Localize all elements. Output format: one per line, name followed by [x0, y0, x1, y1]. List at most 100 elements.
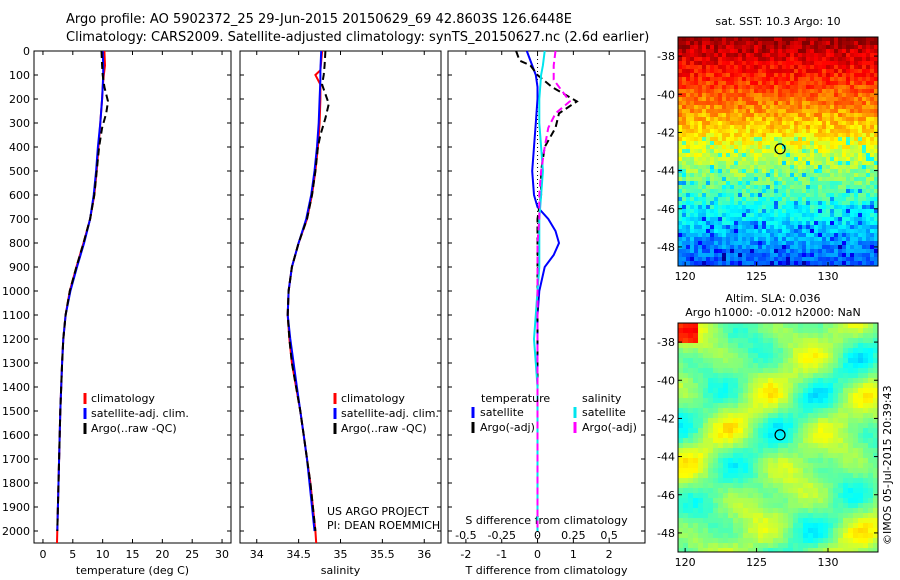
map-cell: [863, 393, 869, 399]
map-cell: [858, 189, 863, 194]
map-cell: [710, 205, 715, 210]
map-cell: [826, 105, 831, 110]
map-cell: [743, 548, 749, 552]
map-cell: [822, 113, 827, 118]
map-cell: [706, 245, 711, 250]
map-cell: [728, 543, 734, 549]
map-cell: [702, 61, 707, 66]
map-cell: [706, 117, 711, 122]
map-cell: [834, 121, 839, 126]
map-cell: [694, 161, 699, 166]
map-cell: [698, 129, 703, 134]
map-cell: [746, 121, 751, 126]
map-cell: [870, 217, 875, 222]
map-cell: [858, 543, 864, 549]
map-cell: [842, 65, 847, 70]
map-cell: [768, 463, 774, 469]
map-cell: [706, 73, 711, 78]
map-cell: [806, 181, 811, 186]
map-cell: [690, 37, 695, 42]
map-cell: [708, 423, 714, 429]
map-cell: [834, 245, 839, 250]
map-cell: [690, 217, 695, 222]
map-cell: [830, 105, 835, 110]
map-cell: [690, 241, 695, 246]
map-cell: [738, 433, 744, 439]
map-cell: [753, 528, 759, 534]
map-y-tick-label: -48: [657, 241, 675, 254]
map-cell: [714, 221, 719, 226]
map-cell: [682, 121, 687, 126]
map-cell: [773, 448, 779, 454]
map-cell: [782, 41, 787, 46]
map-cell: [838, 65, 843, 70]
map-cell: [682, 53, 687, 58]
map-cell: [858, 241, 863, 246]
map-cell: [726, 113, 731, 118]
map-cell: [870, 121, 875, 126]
map-cell: [758, 169, 763, 174]
map-cell: [773, 348, 779, 354]
map-cell: [698, 423, 704, 429]
map-cell: [848, 438, 854, 444]
map-cell: [802, 173, 807, 178]
map-cell: [846, 161, 851, 166]
map-cell: [806, 161, 811, 166]
map-cell: [798, 233, 803, 238]
map-cell: [818, 137, 823, 142]
map-cell: [738, 498, 744, 504]
map-cell: [833, 413, 839, 419]
map-cell: [850, 81, 855, 86]
map-cell: [774, 253, 779, 258]
map-cell: [794, 57, 799, 62]
map-cell: [748, 358, 754, 364]
map-cell: [682, 89, 687, 94]
map-cell: [703, 443, 709, 449]
map-cell: [738, 408, 744, 414]
map-cell: [678, 398, 684, 404]
map-cell: [690, 61, 695, 66]
map-cell: [690, 101, 695, 106]
map-cell: [698, 353, 704, 359]
map-cell: [706, 57, 711, 62]
map-cell: [870, 73, 875, 78]
map-cell: [838, 97, 843, 102]
map-cell: [714, 93, 719, 98]
map-cell: [738, 169, 743, 174]
map-cell: [678, 538, 684, 544]
map-cell: [722, 65, 727, 70]
map-cell: [702, 65, 707, 70]
map-cell: [838, 205, 843, 210]
map-cell: [810, 77, 815, 82]
map-cell: [778, 133, 783, 138]
map-cell: [838, 398, 844, 404]
map-cell: [806, 165, 811, 170]
map-cell: [822, 189, 827, 194]
map-cell: [688, 523, 694, 529]
map-cell: [748, 368, 754, 374]
map-cell: [806, 253, 811, 258]
map-cell: [706, 105, 711, 110]
map-cell: [828, 368, 834, 374]
map-cell: [853, 493, 859, 499]
map-cell: [678, 468, 684, 474]
map-cell: [786, 149, 791, 154]
map-cell: [790, 213, 795, 218]
map-cell: [790, 241, 795, 246]
map-cell: [708, 443, 714, 449]
map-cell: [758, 161, 763, 166]
map-cell: [678, 353, 684, 359]
map-cell: [746, 45, 751, 50]
map-cell: [706, 129, 711, 134]
map-cell: [738, 181, 743, 186]
map-cell: [848, 543, 854, 549]
map-cell: [794, 53, 799, 58]
map-cell: [698, 77, 703, 82]
map-cell: [850, 89, 855, 94]
map-cell: [774, 125, 779, 130]
map-cell: [678, 53, 683, 58]
map-cell: [774, 129, 779, 134]
map-cell: [762, 193, 767, 198]
y-tick-label: 300: [9, 117, 30, 130]
map-cell: [738, 458, 744, 464]
